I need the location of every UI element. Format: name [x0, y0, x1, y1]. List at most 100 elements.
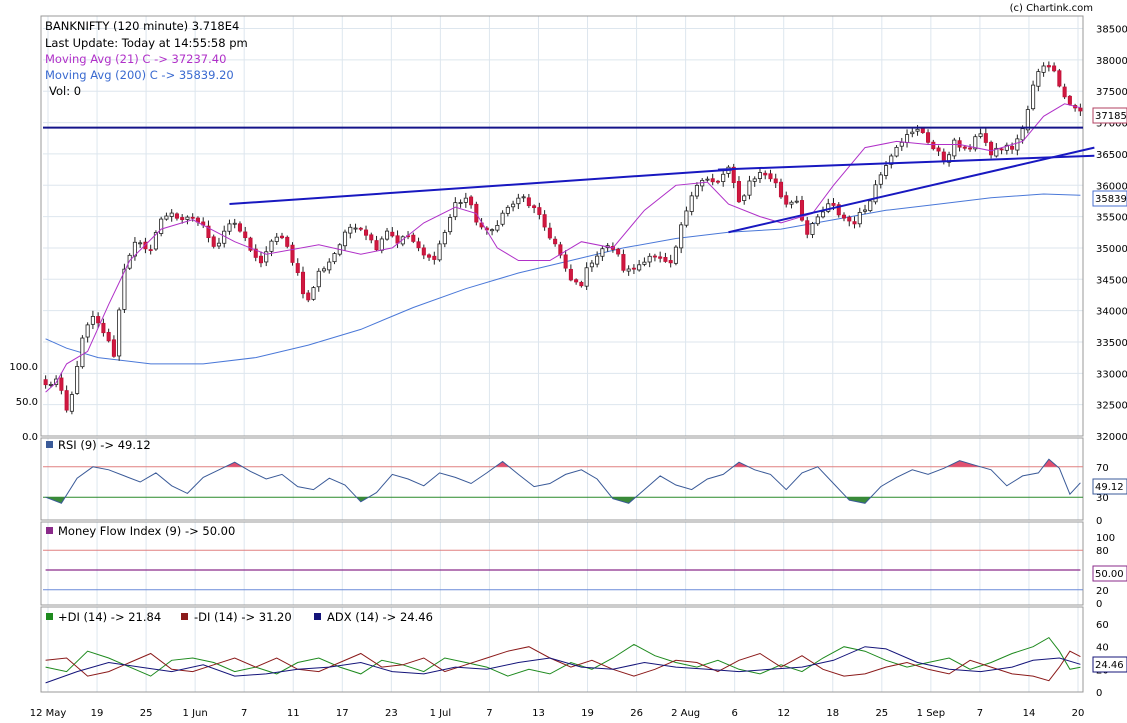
- candle: [884, 165, 889, 176]
- candle: [652, 255, 657, 258]
- candle: [453, 202, 458, 218]
- candle: [931, 141, 936, 150]
- candle: [216, 242, 221, 247]
- candle: [122, 268, 127, 310]
- candle: [290, 244, 295, 263]
- rsi-line: [45, 458, 1081, 504]
- candle: [364, 229, 369, 236]
- candle: [490, 229, 495, 232]
- candle: [1015, 138, 1020, 151]
- candle: [820, 211, 826, 218]
- candle: [694, 184, 699, 197]
- candle: [1062, 86, 1067, 98]
- candle: [752, 178, 757, 182]
- candle: [679, 224, 684, 249]
- candle: [574, 279, 579, 283]
- candle: [836, 204, 841, 216]
- candle: [926, 132, 931, 143]
- candle: [799, 200, 805, 221]
- x-tick-label: 1 Sep: [917, 708, 945, 719]
- candle: [495, 225, 500, 231]
- candle: [952, 139, 957, 157]
- candle: [941, 151, 946, 162]
- x-tick-label: 12 May: [30, 708, 67, 719]
- candle: [248, 237, 253, 251]
- candle: [311, 287, 316, 300]
- candle: [794, 200, 799, 203]
- plus-di-legend: +DI (14) -> 21.84: [58, 610, 161, 624]
- dmi-panel-frame: [40, 606, 1084, 693]
- volume-tick-label: 100.0: [9, 362, 38, 373]
- candle: [369, 234, 374, 241]
- x-tick-label: 12: [777, 708, 790, 719]
- dmi-line: [45, 646, 1081, 684]
- candle: [1041, 65, 1046, 73]
- candle: [826, 203, 831, 212]
- tick-label: 0: [1096, 516, 1102, 527]
- x-tick-label: 7: [977, 708, 983, 719]
- ma200-legend: Moving Avg (200) C -> 35839.20: [45, 68, 234, 82]
- candle: [69, 394, 74, 412]
- candle: [458, 202, 463, 204]
- ma21-line: [45, 103, 1081, 393]
- candle: [894, 146, 899, 157]
- candle: [568, 268, 573, 281]
- candle: [999, 148, 1004, 151]
- candle: [558, 244, 563, 256]
- candle: [847, 216, 852, 222]
- candle: [757, 172, 762, 179]
- candle: [862, 209, 868, 212]
- price-tick-label: 35500: [1096, 213, 1127, 224]
- candle: [295, 263, 300, 273]
- mfi-legend-swatch: [46, 527, 53, 534]
- candle: [1010, 145, 1015, 150]
- candle: [815, 216, 820, 225]
- candle: [327, 261, 332, 271]
- candle: [132, 241, 137, 257]
- price-panel-frame: [40, 15, 1084, 437]
- volume-tick-label: 0.0: [22, 432, 38, 443]
- candle: [857, 212, 862, 225]
- candle: [915, 128, 920, 132]
- candle: [878, 174, 883, 185]
- x-tick-label: 20: [1072, 708, 1085, 719]
- x-tick-label: 19: [91, 708, 104, 719]
- candle: [185, 216, 190, 220]
- candle: [274, 236, 279, 242]
- candle: [936, 147, 941, 152]
- x-tick-label: 26: [630, 708, 643, 719]
- candle: [1036, 71, 1041, 87]
- candle: [1046, 65, 1051, 68]
- trendline: [229, 168, 733, 206]
- volume-tick-label: 50.0: [16, 397, 38, 408]
- x-tick-label: 1 Jul: [430, 708, 452, 719]
- x-tick-label: 14: [1023, 708, 1036, 719]
- adx-value-box: [1092, 656, 1127, 673]
- candle: [358, 227, 363, 230]
- candle: [1025, 109, 1030, 131]
- candle: [379, 238, 384, 251]
- dmi-line: [45, 636, 1081, 677]
- x-tick-label: 7: [241, 708, 247, 719]
- ma200-line: [45, 193, 1081, 365]
- x-tick-label: 7: [486, 708, 492, 719]
- mfi-panel: 100 80 20 0 Money Flow Index (9) -> 50.00 5…: [40, 521, 1127, 610]
- candle: [232, 222, 237, 225]
- candle: [505, 206, 510, 214]
- chart-title: BANKNIFTY (120 minute) 3.718E4: [45, 19, 239, 33]
- candle: [532, 205, 537, 209]
- candle: [715, 180, 720, 183]
- candle: [684, 210, 689, 226]
- candle: [983, 133, 988, 143]
- candle: [631, 267, 636, 270]
- candle: [563, 254, 568, 269]
- plus-di-legend-swatch: [46, 613, 53, 620]
- candle: [43, 379, 48, 386]
- candle: [689, 195, 694, 212]
- candle: [920, 127, 925, 134]
- candle: [905, 134, 910, 143]
- last-price-box: [1092, 107, 1127, 124]
- candle: [306, 292, 311, 301]
- candle: [153, 232, 158, 250]
